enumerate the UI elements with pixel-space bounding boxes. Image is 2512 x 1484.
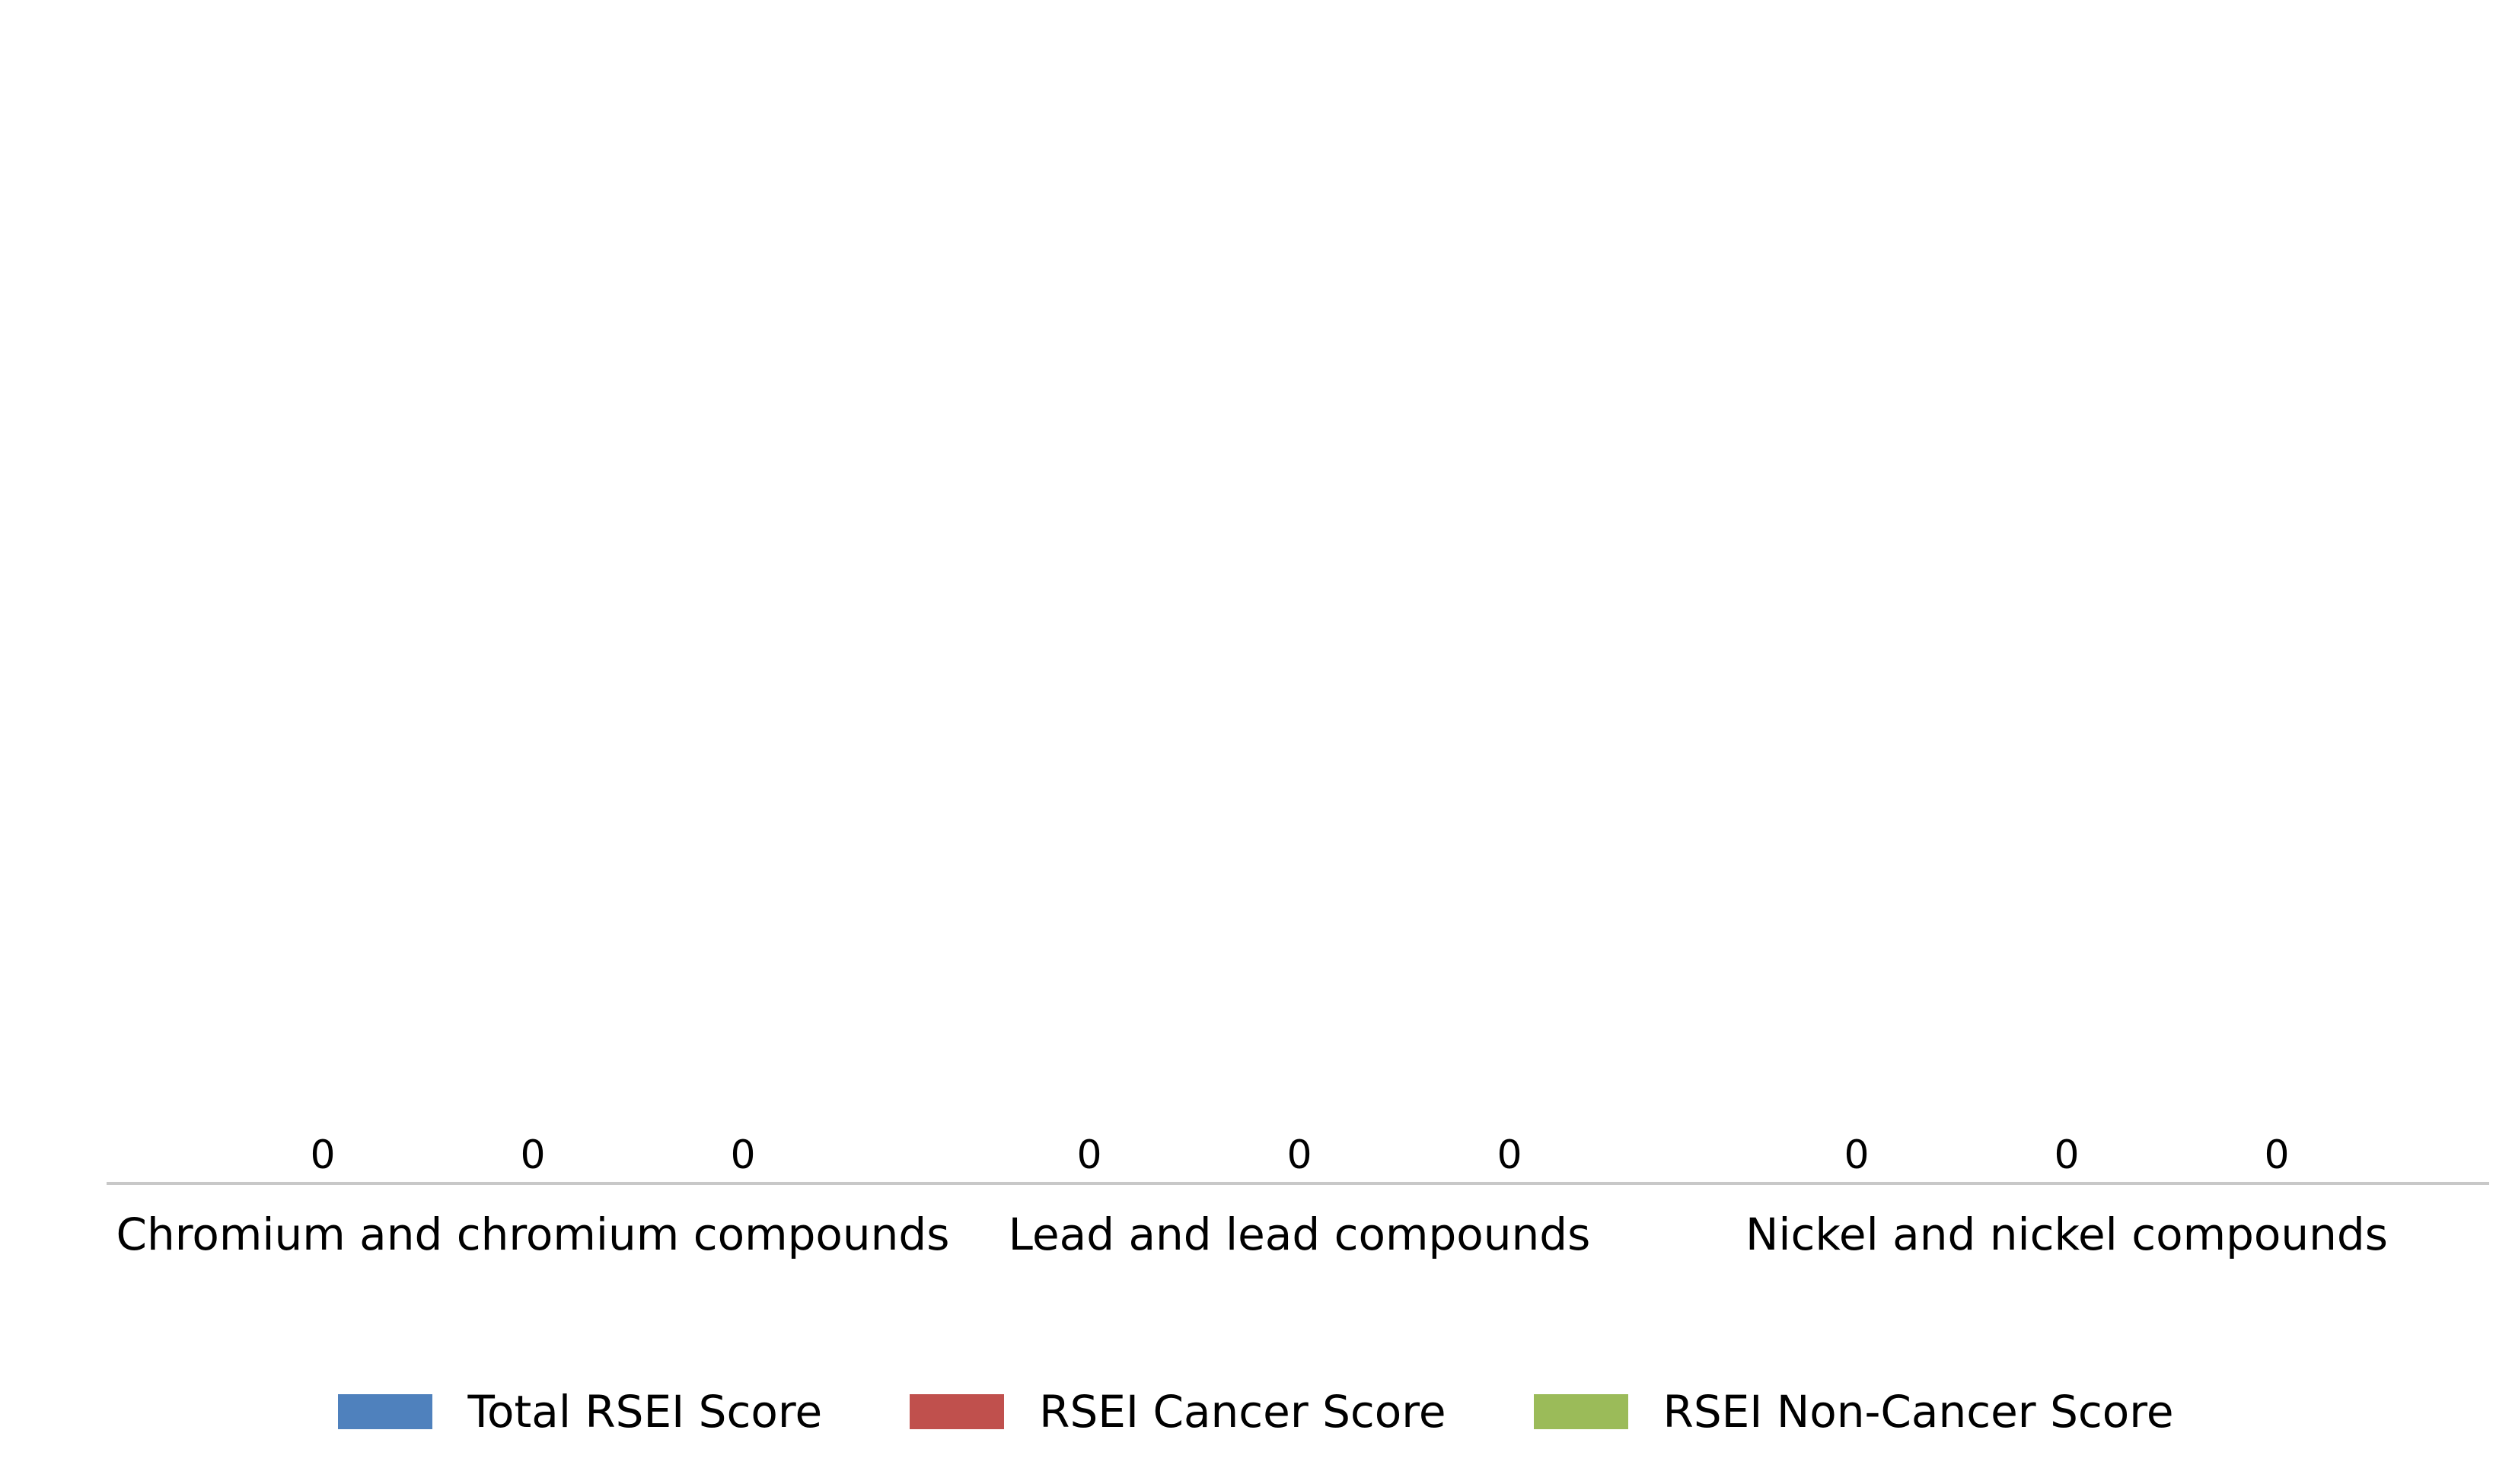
data-label-1-0: 0: [520, 1132, 545, 1178]
data-label-2-1: 0: [1497, 1132, 1522, 1178]
bar-chart: 0 0 0 0 0 0 0 0 0 Chromium and chromium compounds…: [107, 1132, 2489, 1260]
data-label-1-2: 0: [2054, 1132, 2079, 1178]
legend-swatch-cancer: [910, 1394, 1005, 1429]
category-label-0: Chromium and chromium compounds: [116, 1209, 950, 1260]
legend-item-total: Total RSEI Score: [338, 1385, 822, 1438]
category-label-1: Lead and lead compounds: [1009, 1209, 1591, 1260]
data-label-1-1: 0: [1286, 1132, 1312, 1178]
legend: Total RSEI Score RSEI Cancer Score RSEI …: [0, 1385, 2512, 1438]
data-label-2-2: 0: [2264, 1132, 2289, 1178]
legend-item-non-cancer: RSEI Non-Cancer Score: [1533, 1385, 2174, 1438]
legend-label-non-cancer: RSEI Non-Cancer Score: [1662, 1386, 2174, 1438]
legend-swatch-total: [338, 1394, 433, 1429]
data-label-0-0: 0: [310, 1132, 335, 1178]
legend-swatch-non-cancer: [1533, 1394, 1628, 1429]
category-label-2: Nickel and nickel compounds: [1745, 1209, 2388, 1260]
data-label-0-1: 0: [1076, 1132, 1101, 1178]
data-label-2-0: 0: [730, 1132, 755, 1178]
legend-label-total: Total RSEI Score: [467, 1386, 823, 1438]
legend-label-cancer: RSEI Cancer Score: [1039, 1386, 1446, 1438]
data-label-0-2: 0: [1844, 1132, 1869, 1178]
legend-item-cancer: RSEI Cancer Score: [910, 1385, 1446, 1438]
